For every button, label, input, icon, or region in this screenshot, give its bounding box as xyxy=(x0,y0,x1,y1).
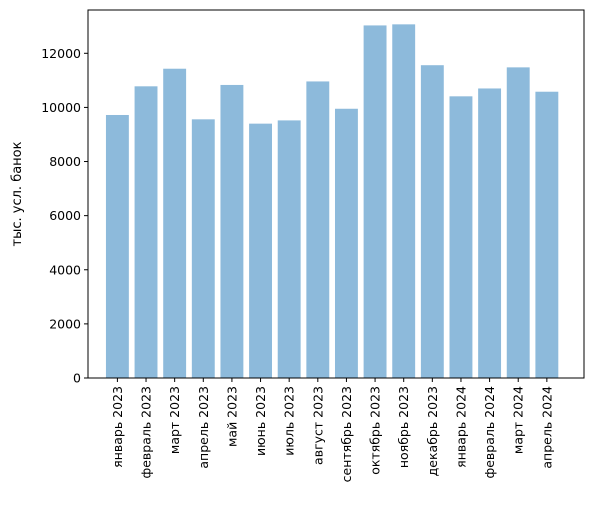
plot-frame xyxy=(87,9,585,379)
bar xyxy=(105,114,129,379)
bar xyxy=(449,96,473,378)
x-tick-label: апрель 2024 xyxy=(539,386,554,469)
x-tick-label: январь 2024 xyxy=(453,386,468,468)
x-tick-label: май 2023 xyxy=(224,386,239,447)
bar xyxy=(191,119,215,378)
y-tick-label: 6000 xyxy=(49,208,81,223)
x-tick-label: январь 2023 xyxy=(110,386,125,468)
x-axis: январь 2023 февраль 2023 март 2023 апрель 2… xyxy=(110,378,554,482)
x-tick-label: февраль 2023 xyxy=(139,386,154,478)
bar xyxy=(249,123,272,379)
x-tick-label: апрель 2023 xyxy=(196,386,211,469)
y-tick-label: 12000 xyxy=(41,46,81,61)
x-tick-label: ноябрь 2023 xyxy=(396,386,411,468)
bar xyxy=(363,25,387,378)
bar xyxy=(334,108,358,378)
x-tick-label: февраль 2024 xyxy=(482,386,497,479)
bar xyxy=(306,81,330,378)
x-tick-label: июль 2023 xyxy=(282,386,297,456)
x-tick-label: август 2023 xyxy=(310,386,325,465)
bars-group xyxy=(105,24,559,379)
y-tick-label: 10000 xyxy=(41,100,81,115)
bar xyxy=(535,91,559,378)
bar xyxy=(134,86,158,378)
y-tick-label: 4000 xyxy=(49,262,81,277)
x-tick-label: сентябрь 2023 xyxy=(339,386,354,482)
x-tick-label: июнь 2023 xyxy=(253,386,268,456)
y-axis: 0 2000 4000 6000 8000 10000 12000 xyxy=(41,46,88,386)
bar xyxy=(392,24,416,379)
bar xyxy=(478,88,502,378)
x-tick-label: октябрь 2023 xyxy=(368,386,383,475)
bar xyxy=(163,68,187,378)
bar xyxy=(506,67,530,379)
bar xyxy=(277,120,301,379)
x-tick-label: март 2024 xyxy=(511,386,526,454)
bar xyxy=(220,84,244,378)
x-tick-label: декабрь 2023 xyxy=(425,386,440,476)
y-tick-label: 8000 xyxy=(49,154,81,169)
x-tick-label: март 2023 xyxy=(167,386,182,454)
y-tick-label: 0 xyxy=(73,371,81,386)
y-axis-label: тыс. усл. банок xyxy=(10,141,25,246)
y-tick-label: 2000 xyxy=(49,316,81,331)
bar xyxy=(420,65,444,378)
